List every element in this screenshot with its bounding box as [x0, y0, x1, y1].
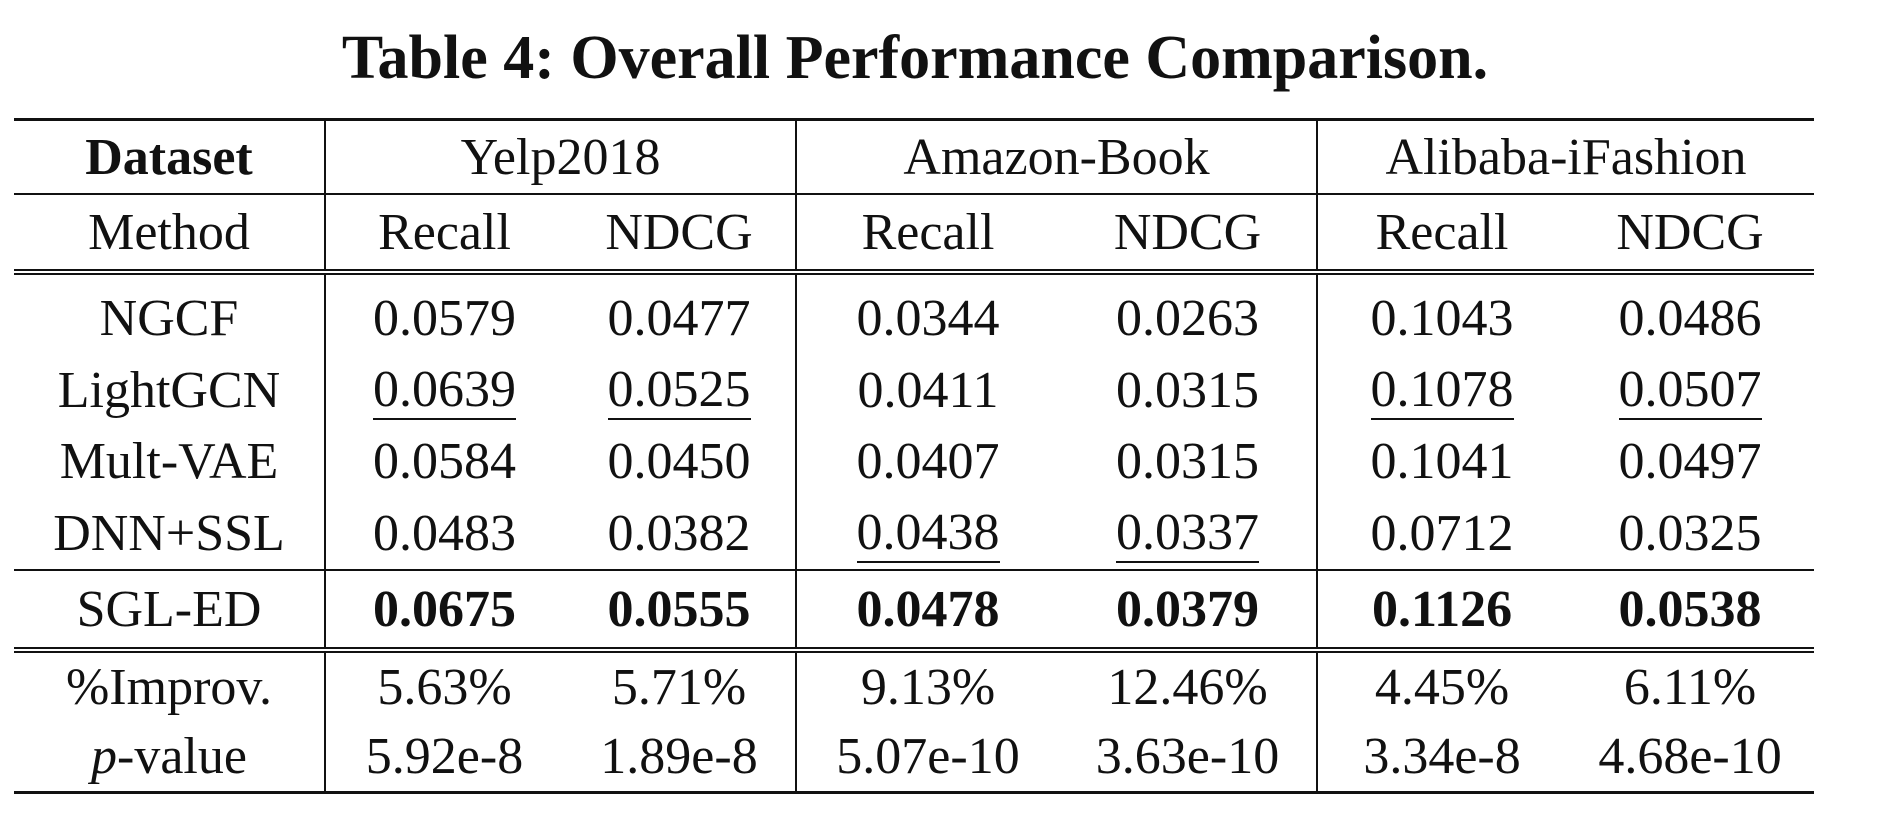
- table-row: Mult-VAE 0.0584 0.0450 0.0407 0.0315 0.1041 0.…: [14, 426, 1814, 498]
- cell-value: 0.0450: [607, 433, 751, 491]
- cell-value: 0.0712: [1370, 504, 1514, 562]
- table-cell: 0.0675: [325, 569, 563, 653]
- second-best-value: 0.0438: [856, 504, 1000, 564]
- cell-value: 0.0497: [1618, 433, 1762, 491]
- baseline-rows: NGCF 0.0579 0.0477 0.0344 0.0263 0.1043 0.0486…: [14, 272, 1814, 570]
- cell-value: 0.1041: [1370, 433, 1514, 491]
- table-cell: 0.0344: [796, 272, 1059, 355]
- table-cell: 0.0579: [325, 272, 563, 355]
- cell-value: 0.0325: [1618, 504, 1762, 562]
- method-name: LightGCN: [14, 354, 326, 426]
- table-cell: 5.07e-10: [796, 722, 1059, 794]
- cell-value: 0.0579: [373, 290, 516, 348]
- cell-value: 0.0411: [857, 361, 999, 419]
- table-cell: 0.0325: [1566, 498, 1814, 571]
- table-cell: 5.71%: [563, 650, 797, 722]
- table-cell: 0.0538: [1566, 569, 1815, 653]
- table-cell: 0.0639: [325, 355, 563, 427]
- table-cell: 12.46%: [1059, 650, 1319, 722]
- metric-header: NDCG: [1059, 194, 1319, 275]
- table-cell: 0.0486: [1566, 272, 1814, 355]
- dataset-header-label: Dataset: [14, 118, 326, 195]
- cell-value: 0.0315: [1116, 433, 1259, 491]
- dataset-header-amazon-book: Amazon-Book: [796, 118, 1319, 195]
- dataset-header-alibaba-ifashion: Alibaba-iFashion: [1317, 118, 1815, 195]
- pvalue-label: p-value: [14, 722, 326, 794]
- table-cell: 0.0507: [1566, 355, 1814, 427]
- pvalue-label-rest: -value: [117, 728, 247, 785]
- second-best-value: 0.0525: [607, 361, 751, 421]
- method-name: NGCF: [14, 272, 326, 355]
- second-best-value: 0.0507: [1618, 361, 1762, 421]
- cell-value: 0.1043: [1370, 290, 1514, 348]
- table-row: DNN+SSL 0.0483 0.0382 0.0438 0.0337 0.0712 0.0…: [14, 497, 1814, 571]
- second-best-value: 0.0639: [373, 361, 516, 421]
- cell-value: 0.0483: [373, 504, 516, 562]
- metric-header: NDCG: [563, 194, 797, 275]
- table-cell: 0.0584: [325, 426, 563, 498]
- table-cell: 0.0411: [796, 355, 1059, 427]
- performance-table-container: Dataset Yelp2018 Amazon-Book Alibaba-iFa…: [14, 118, 1815, 794]
- table-cell: 0.0438: [796, 498, 1059, 571]
- metric-header: Recall: [325, 194, 563, 275]
- dataset-header-row: Dataset Yelp2018 Amazon-Book Alibaba-iFa…: [14, 118, 1815, 195]
- table-cell: 0.0315: [1059, 354, 1319, 426]
- cell-value: 0.0315: [1116, 361, 1259, 419]
- table-cell: 0.0263: [1059, 272, 1319, 355]
- table-cell: 0.1041: [1317, 426, 1566, 498]
- metric-header: Recall: [1317, 194, 1567, 275]
- table-cell: 0.0497: [1566, 426, 1814, 498]
- table-cell: 0.0315: [1059, 426, 1319, 498]
- table-cell: 0.0478: [796, 569, 1059, 653]
- table-cell: 0.0525: [563, 354, 797, 426]
- table-cell: 4.45%: [1374, 659, 1510, 716]
- cell-value: 0.0477: [607, 290, 751, 348]
- cell-value: 0.0584: [373, 433, 516, 491]
- table-row: LightGCN 0.0639 0.0525 0.0411 0.0315 0.1078 0.…: [14, 354, 1814, 427]
- method-name: SGL-ED: [14, 569, 326, 653]
- metric-header: Recall: [796, 194, 1059, 275]
- table-cell: 0.0450: [563, 426, 797, 498]
- table-row: NGCF 0.0579 0.0477 0.0344 0.0263 0.1043 0.0486: [14, 272, 1814, 355]
- table-cell: 9.13%: [860, 659, 996, 716]
- table-cell: 0.0379: [1059, 569, 1319, 653]
- cell-value: 0.0407: [856, 433, 1000, 491]
- method-name: Mult-VAE: [14, 426, 326, 498]
- second-best-value: 0.1078: [1370, 361, 1514, 421]
- pvalue-label-p: p: [91, 728, 118, 785]
- cell-value: 0.0344: [856, 290, 1000, 348]
- table-caption: Table 4: Overall Performance Comparison.: [341, 24, 1489, 92]
- second-best-value: 0.0337: [1116, 504, 1259, 564]
- improvement-label: %Improv.: [14, 650, 326, 722]
- method-name: DNN+SSL: [14, 497, 326, 570]
- best-method-row: SGL-ED 0.0675 0.0555 0.0478 0.0379 0.112…: [14, 569, 1815, 653]
- method-header-label: Method: [14, 194, 326, 275]
- table-cell: 0.0712: [1317, 498, 1566, 571]
- pvalue-row: p-value 5.92e-8 1.89e-8 5.07e-10 3.63e-1…: [14, 722, 1815, 794]
- cell-value: 0.0382: [607, 504, 751, 562]
- table-cell: 5.63%: [377, 659, 512, 716]
- cell-value: 0.0263: [1116, 290, 1259, 348]
- table-cell: 4.68e-10: [1566, 722, 1815, 794]
- table-cell: 0.0407: [796, 426, 1059, 498]
- table-cell: 3.63e-10: [1059, 722, 1319, 794]
- table-cell: 0.1126: [1317, 569, 1567, 653]
- table-cell: 0.0555: [563, 569, 797, 653]
- table-cell: 0.1043: [1317, 272, 1566, 355]
- table-cell: 1.89e-8: [563, 722, 797, 794]
- table-cell: 3.34e-8: [1317, 722, 1567, 794]
- table-cell: 6.11%: [1623, 659, 1757, 716]
- improvement-row: %Improv. 5.63% 5.71% 9.13% 12.46% 4.45% …: [14, 650, 1814, 722]
- table-cell: 0.0483: [325, 498, 563, 571]
- table-cell: 0.0382: [563, 497, 797, 570]
- dataset-header-yelp2018: Yelp2018: [325, 118, 797, 195]
- cell-value: 0.0486: [1618, 290, 1762, 348]
- table-cell: 0.0477: [563, 272, 797, 355]
- metric-header-row: Method Recall NDCG Recall NDCG Recall ND…: [14, 194, 1815, 275]
- performance-comparison-table: Dataset Yelp2018 Amazon-Book Alibaba-iFa…: [14, 118, 1815, 794]
- table-cell: 0.0337: [1059, 497, 1319, 570]
- table-cell: 5.92e-8: [325, 722, 563, 794]
- metric-header: NDCG: [1566, 194, 1815, 275]
- table-cell: 0.1078: [1317, 355, 1566, 427]
